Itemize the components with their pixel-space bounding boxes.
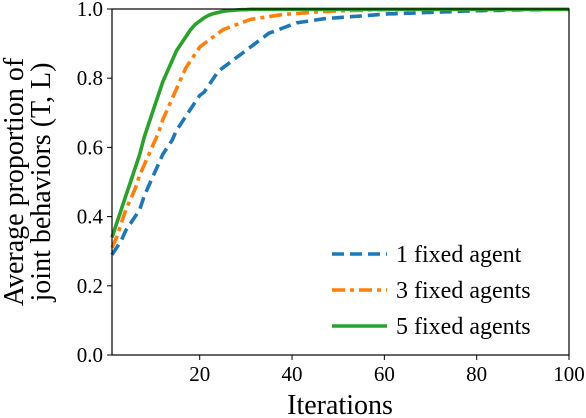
x-tick-label: 60	[374, 362, 395, 386]
y-tick-label: 0.8	[77, 66, 103, 90]
y-axis-label-line-2: joint behaviors (T, L)	[26, 63, 57, 303]
x-axis-label: Iterations	[287, 390, 393, 418]
x-tick-label: 100	[553, 362, 585, 386]
legend: 1 fixed agent 3 fixed agents 5 fixed agent…	[332, 242, 531, 340]
y-axis-label: Average proportion of joint behaviors (T…	[0, 57, 57, 306]
x-tick-label: 40	[282, 362, 303, 386]
y-tick-label: 0.6	[77, 135, 103, 159]
y-tick-label: 1.0	[77, 0, 103, 21]
y-tick-label: 0.2	[77, 274, 103, 298]
x-tick-label: 20	[189, 362, 210, 386]
y-tick-label: 0.0	[77, 343, 103, 367]
legend-label-2: 3 fixed agents	[396, 278, 531, 304]
x-axis-ticks: 20 40 60 80 100	[189, 355, 585, 386]
plot-area-frame	[111, 8, 570, 356]
legend-label-3: 5 fixed agents	[396, 314, 531, 340]
y-tick-label: 0.4	[77, 205, 104, 229]
y-axis-label-line-1: Average proportion of	[0, 57, 30, 306]
y-axis-ticks: 0.0 0.2 0.4 0.6 0.8 1.0	[77, 0, 112, 367]
series-layer	[110, 7, 569, 256]
series-line-1	[110, 7, 569, 256]
x-tick-label: 80	[466, 362, 487, 386]
legend-label-1: 1 fixed agent	[396, 242, 522, 268]
